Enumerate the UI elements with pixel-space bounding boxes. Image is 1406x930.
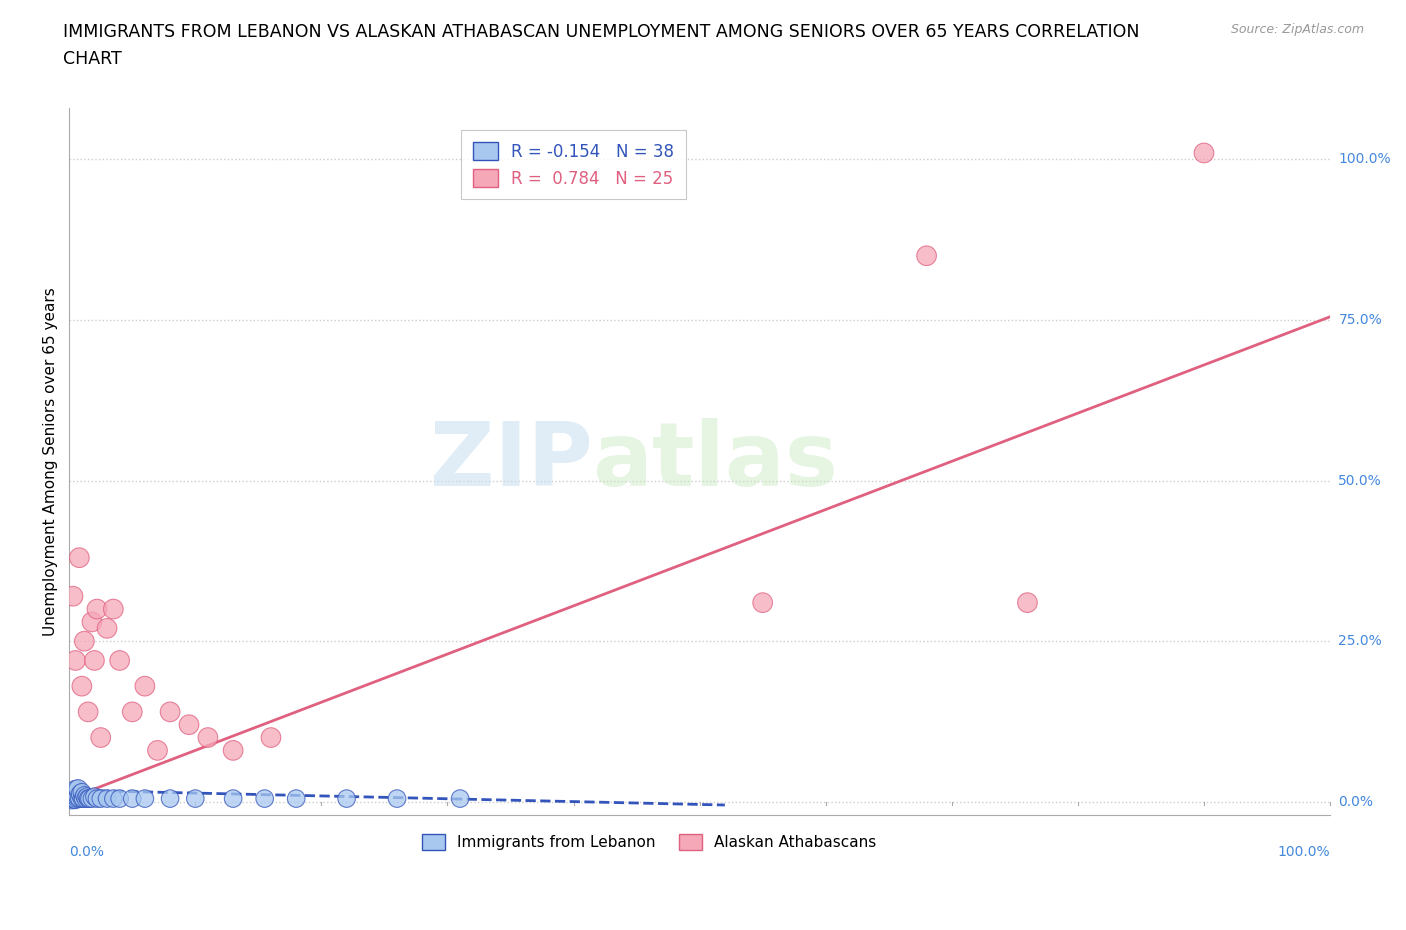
Point	[197, 730, 219, 745]
Point	[60, 791, 83, 806]
Point	[134, 791, 156, 806]
Point	[159, 791, 181, 806]
Point	[83, 653, 105, 668]
Text: 25.0%: 25.0%	[1339, 634, 1382, 648]
Point	[222, 743, 245, 758]
Point	[62, 589, 84, 604]
Point	[103, 602, 125, 617]
Point	[86, 791, 108, 806]
Point	[260, 730, 283, 745]
Point	[63, 791, 86, 806]
Point	[121, 791, 143, 806]
Point	[70, 785, 93, 800]
Text: 75.0%: 75.0%	[1339, 313, 1382, 327]
Point	[121, 704, 143, 719]
Text: IMMIGRANTS FROM LEBANON VS ALASKAN ATHABASCAN UNEMPLOYMENT AMONG SENIORS OVER 65: IMMIGRANTS FROM LEBANON VS ALASKAN ATHAB…	[63, 23, 1140, 68]
Point	[184, 791, 207, 806]
Point	[1192, 145, 1215, 160]
Point	[449, 791, 471, 806]
Text: 100.0%: 100.0%	[1339, 153, 1391, 166]
Point	[915, 248, 938, 263]
Point	[67, 551, 90, 565]
Point	[96, 621, 118, 636]
Point	[134, 679, 156, 694]
Point	[62, 787, 84, 802]
Text: ZIP: ZIP	[430, 418, 592, 505]
Point	[751, 595, 773, 610]
Point	[67, 781, 90, 796]
Point	[177, 717, 200, 732]
Point	[108, 791, 131, 806]
Point	[72, 791, 94, 806]
Point	[83, 790, 105, 804]
Point	[67, 791, 90, 806]
Point	[70, 679, 93, 694]
Point	[159, 704, 181, 719]
Point	[62, 790, 84, 804]
Text: 0.0%: 0.0%	[1339, 795, 1374, 809]
Text: Source: ZipAtlas.com: Source: ZipAtlas.com	[1230, 23, 1364, 36]
Point	[79, 791, 101, 806]
Point	[65, 792, 87, 807]
Text: 100.0%: 100.0%	[1278, 845, 1330, 859]
Point	[69, 787, 91, 802]
Point	[285, 791, 308, 806]
Point	[76, 790, 98, 804]
Point	[65, 653, 87, 668]
Point	[385, 791, 408, 806]
Point	[90, 730, 112, 745]
Point	[77, 791, 100, 806]
Point	[96, 791, 118, 806]
Point	[65, 783, 87, 798]
Point	[253, 791, 276, 806]
Legend: Immigrants from Lebanon, Alaskan Athabascans: Immigrants from Lebanon, Alaskan Athabas…	[416, 828, 883, 857]
Point	[222, 791, 245, 806]
Point	[75, 791, 97, 806]
Point	[70, 791, 93, 806]
Y-axis label: Unemployment Among Seniors over 65 years: Unemployment Among Seniors over 65 years	[44, 287, 58, 636]
Point	[73, 788, 96, 803]
Point	[90, 791, 112, 806]
Point	[73, 633, 96, 648]
Point	[65, 788, 87, 803]
Text: 0.0%: 0.0%	[69, 845, 104, 859]
Point	[80, 791, 103, 806]
Point	[86, 602, 108, 617]
Point	[80, 615, 103, 630]
Point	[67, 790, 90, 804]
Point	[146, 743, 169, 758]
Point	[63, 785, 86, 800]
Point	[103, 791, 125, 806]
Point	[77, 704, 100, 719]
Point	[108, 653, 131, 668]
Point	[336, 791, 359, 806]
Text: atlas: atlas	[592, 418, 838, 505]
Point	[1017, 595, 1039, 610]
Text: 50.0%: 50.0%	[1339, 473, 1382, 487]
Point	[66, 791, 89, 806]
